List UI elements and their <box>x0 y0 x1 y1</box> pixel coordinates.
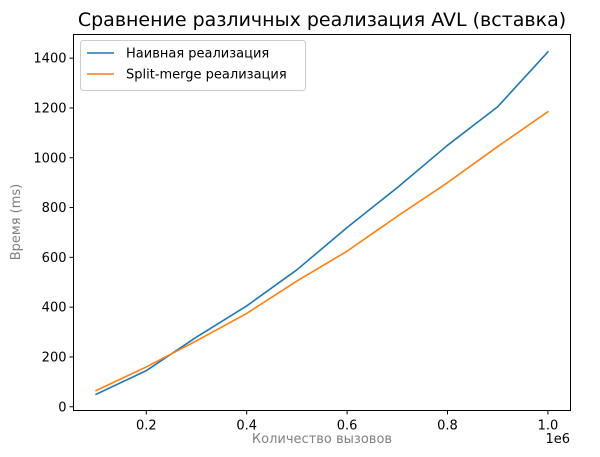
x-tick-label: 1.0 <box>538 419 559 434</box>
y-tick-label: 1000 <box>33 151 66 166</box>
y-tick-label: 600 <box>42 251 67 266</box>
series-lines <box>95 50 550 396</box>
legend: Наивная реализация Split-merge реализаци… <box>80 40 306 91</box>
legend-label-naive: Наивная реализация <box>126 47 269 62</box>
x-axis-ticks: 0.2 0.4 0.6 0.8 1.0 <box>136 410 559 434</box>
y-tick-label: 400 <box>42 301 67 316</box>
y-tick-label: 1200 <box>33 101 66 116</box>
x-tick-label: 0.8 <box>437 419 458 434</box>
x-tick-label: 0.4 <box>236 419 257 434</box>
chart-title: Сравнение различных реализация AVL (вста… <box>78 9 566 31</box>
y-tick-label: 200 <box>42 350 67 365</box>
plot-frame <box>73 34 571 411</box>
series-line-split-merge <box>95 110 550 392</box>
x-axis-offset-label: 1e6 <box>545 432 570 447</box>
x-tick-label: 0.6 <box>337 419 358 434</box>
y-tick-label: 0 <box>58 400 66 415</box>
y-axis-label: Время (ms) <box>9 184 24 261</box>
legend-label-split-merge: Split-merge реализация <box>126 68 287 83</box>
y-tick-label: 800 <box>42 201 67 216</box>
y-tick-label: 1400 <box>33 52 66 67</box>
series-line-naive <box>95 50 550 396</box>
y-axis-ticks: 0 200 400 600 800 1000 1200 1400 <box>33 52 74 415</box>
legend-box <box>80 40 306 91</box>
x-axis-label: Количество вызовов <box>252 432 392 447</box>
x-tick-label: 0.2 <box>136 419 157 434</box>
